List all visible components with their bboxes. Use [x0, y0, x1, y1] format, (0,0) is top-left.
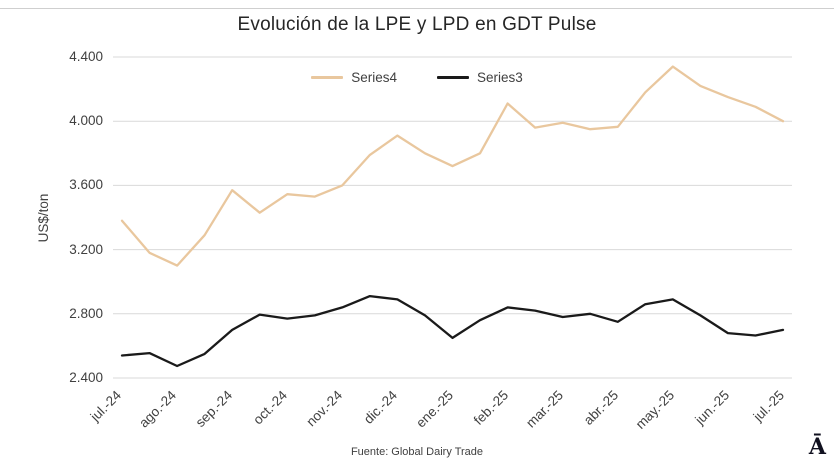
brand-logo: Ā	[808, 434, 826, 460]
chart-title: Evolución de la LPE y LPD en GDT Pulse	[237, 14, 597, 35]
legend-label-series4: Series4	[351, 70, 397, 85]
top-divider	[0, 8, 834, 9]
y-tick-label: 4.400	[69, 49, 103, 64]
y-tick-label: 3.200	[69, 242, 103, 257]
y-tick-label: 4.000	[69, 113, 103, 128]
y-tick-label: 2.800	[69, 306, 103, 321]
x-tick-label: dic.-24	[361, 387, 401, 427]
x-tick-label: sep.-24	[193, 387, 236, 430]
source-caption: Fuente: Global Dairy Trade	[350, 446, 484, 458]
x-tick-label: mar.-25	[523, 388, 566, 431]
y-tick-label: 2.400	[69, 370, 103, 385]
series-lines	[120, 65, 785, 368]
series4-line-swatch	[311, 76, 344, 79]
legend-item-series4: Series4	[311, 70, 397, 85]
x-tick-label: ene.-25	[413, 388, 456, 431]
x-tick-label: abr.-25	[581, 388, 621, 428]
x-tick-label: may.-25	[633, 388, 677, 432]
legend-label-series3: Series3	[477, 70, 523, 85]
series3-line-swatch	[437, 76, 469, 79]
x-tick-label: jun.-25	[692, 388, 733, 429]
gridlines	[113, 56, 792, 379]
x-tick-label: jul.-24	[87, 387, 125, 425]
legend-item-series3: Series3	[437, 70, 523, 85]
x-tick-label: feb.-25	[471, 388, 511, 428]
chart-legend: Series4 Series3	[0, 70, 834, 85]
y-axis-title: US$/ton	[36, 194, 51, 243]
x-tick-label: jul.-25	[750, 388, 787, 425]
x-tick-label: ago.-24	[136, 387, 179, 430]
x-tick-label: nov.-24	[303, 387, 345, 429]
y-tick-label: 3.600	[69, 177, 103, 192]
x-tick-label: oct.-24	[250, 387, 290, 427]
